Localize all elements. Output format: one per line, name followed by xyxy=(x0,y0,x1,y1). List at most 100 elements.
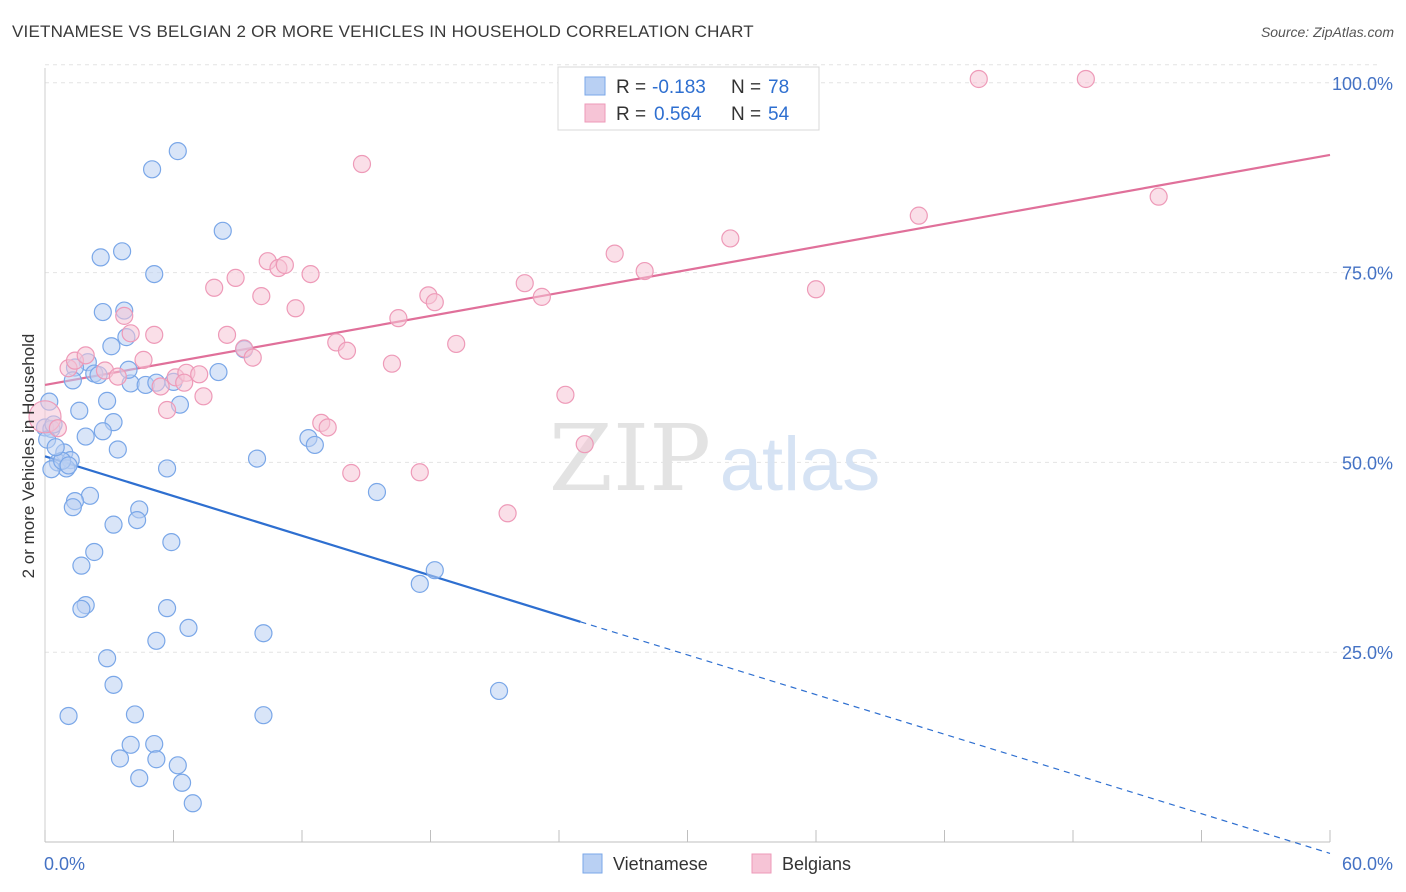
belgians-point-7 xyxy=(121,324,140,343)
belgians-point-26 xyxy=(301,265,320,284)
belgians-point-17 xyxy=(217,325,237,344)
data-points xyxy=(28,69,1168,813)
belgians-point-5 xyxy=(108,367,127,386)
legend-n-value-1: 78 xyxy=(768,77,789,98)
vietnamese-point-45 xyxy=(104,515,123,534)
vietnamese-point-65 xyxy=(110,749,130,768)
watermark-atlas: atlas xyxy=(720,422,881,507)
vietnamese-point-39 xyxy=(367,482,387,502)
vietnamese-point-47 xyxy=(85,542,104,562)
y-tick-label-0: 25.0% xyxy=(1342,643,1393,663)
series-legend-swatch-belgians xyxy=(751,853,772,874)
legend-n-value-2: 54 xyxy=(768,104,790,125)
belgians-point-16 xyxy=(205,278,224,297)
legend-swatch-vietnamese xyxy=(584,76,606,96)
vietnamese-point-26 xyxy=(93,422,112,441)
y-tick-label-2: 75.0% xyxy=(1342,264,1393,284)
belgians-point-44 xyxy=(605,244,624,263)
vietnamese-point-60 xyxy=(59,706,78,726)
vietnamese-point-64 xyxy=(121,735,140,754)
vietnamese-point-54 xyxy=(179,618,198,637)
belgians-point-3 xyxy=(76,346,95,365)
vietnamese-point-56 xyxy=(147,631,166,650)
belgians-point-18 xyxy=(226,268,245,287)
vietnamese-point-48 xyxy=(72,556,91,575)
belgians-point-33 xyxy=(382,354,402,373)
vietnamese-point-31 xyxy=(305,435,324,455)
y-tick-label-1: 50.0% xyxy=(1342,453,1393,473)
belgians-point-51 xyxy=(1149,187,1168,206)
belgians-point-52 xyxy=(48,419,67,438)
series-legend-label-belgians: Belgians xyxy=(782,854,851,874)
belgians-point-45 xyxy=(635,261,654,281)
belgians-point-8 xyxy=(134,350,153,369)
trend-lines xyxy=(44,153,1331,854)
belgians-point-41 xyxy=(532,287,551,306)
belgians-point-9 xyxy=(145,325,164,344)
belgians-point-14 xyxy=(190,365,209,384)
legend-r-label-1: R = xyxy=(616,77,646,98)
vietnamese-point-52 xyxy=(72,599,91,619)
belgians-point-50 xyxy=(1076,69,1095,89)
vietnamese-point-30 xyxy=(108,440,127,459)
vietnamese-point-2 xyxy=(213,221,232,240)
vietnamese-point-68 xyxy=(172,773,192,792)
legend-n-label-2: N = xyxy=(731,104,761,125)
belgians-point-28 xyxy=(318,418,337,437)
legend-r-value-2: 0.564 xyxy=(654,104,702,125)
vietnamese-point-5 xyxy=(145,265,164,284)
belgians-point-32 xyxy=(352,154,372,174)
belgians-point-43 xyxy=(575,435,594,454)
belgians-point-48 xyxy=(909,206,928,225)
vietnamese-point-77 xyxy=(46,438,65,457)
vietnamese-point-50 xyxy=(410,574,429,593)
vietnamese-point-0 xyxy=(168,142,187,161)
belgians-point-11 xyxy=(157,400,177,420)
y-axis-title: 2 or more Vehicles in Household xyxy=(19,334,38,579)
belgians-point-53 xyxy=(175,373,194,392)
vietnamese-point-20 xyxy=(98,391,117,410)
belgians-point-37 xyxy=(425,293,444,312)
watermark-zip: ZIP xyxy=(549,405,711,512)
vietnamese-point-38 xyxy=(157,459,177,478)
series-legend-label-vietnamese: Vietnamese xyxy=(613,854,708,874)
vietnamese-point-14 xyxy=(209,362,228,382)
y-tick-labels: 25.0% 50.0% 75.0% 100.0% xyxy=(1332,74,1393,663)
belgians-point-10 xyxy=(151,377,170,396)
belgians-point-47 xyxy=(806,280,826,299)
vietnamese-point-63 xyxy=(145,734,164,754)
x-tick-labels: 0.0% 60.0% xyxy=(44,854,1393,874)
belgians-trend-line xyxy=(44,153,1331,387)
belgians-point-34 xyxy=(389,309,408,328)
belgians-point-38 xyxy=(447,334,466,354)
vietnamese-point-67 xyxy=(168,756,187,775)
vietnamese-point-61 xyxy=(125,705,145,724)
vietnamese-point-57 xyxy=(98,649,117,668)
vietnamese-point-73 xyxy=(59,456,78,475)
watermark: ZIP atlas xyxy=(549,405,880,512)
series-legend: Vietnamese Belgians xyxy=(582,853,851,874)
vietnamese-point-66 xyxy=(147,750,166,769)
legend-r-label-2: R = xyxy=(616,104,646,125)
belgians-point-30 xyxy=(337,341,357,360)
chart-source: Source: ZipAtlas.com xyxy=(1260,24,1394,40)
vietnamese-point-55 xyxy=(254,624,273,643)
belgians-point-35 xyxy=(410,463,429,482)
belgians-point-49 xyxy=(969,69,988,89)
vietnamese-point-62 xyxy=(254,706,273,725)
vietnamese-point-6 xyxy=(93,302,112,322)
vietnamese-trend-line xyxy=(44,455,581,623)
belgians-point-24 xyxy=(275,255,294,275)
belgians-point-42 xyxy=(556,385,575,404)
legend-r-value-1: -0.183 xyxy=(652,77,706,98)
vietnamese-point-3 xyxy=(112,242,132,261)
belgians-point-46 xyxy=(721,229,740,248)
vietnamese-point-44 xyxy=(127,510,147,530)
vietnamese-point-70 xyxy=(183,794,202,813)
vietnamese-point-69 xyxy=(130,769,149,788)
legend: R = -0.183 N = 78 R = 0.564 N = 54 xyxy=(557,66,820,131)
belgians-point-6 xyxy=(115,306,134,325)
legend-n-label-1: N = xyxy=(731,77,761,98)
vietnamese-point-42 xyxy=(63,498,82,517)
vietnamese-point-27 xyxy=(76,427,95,446)
